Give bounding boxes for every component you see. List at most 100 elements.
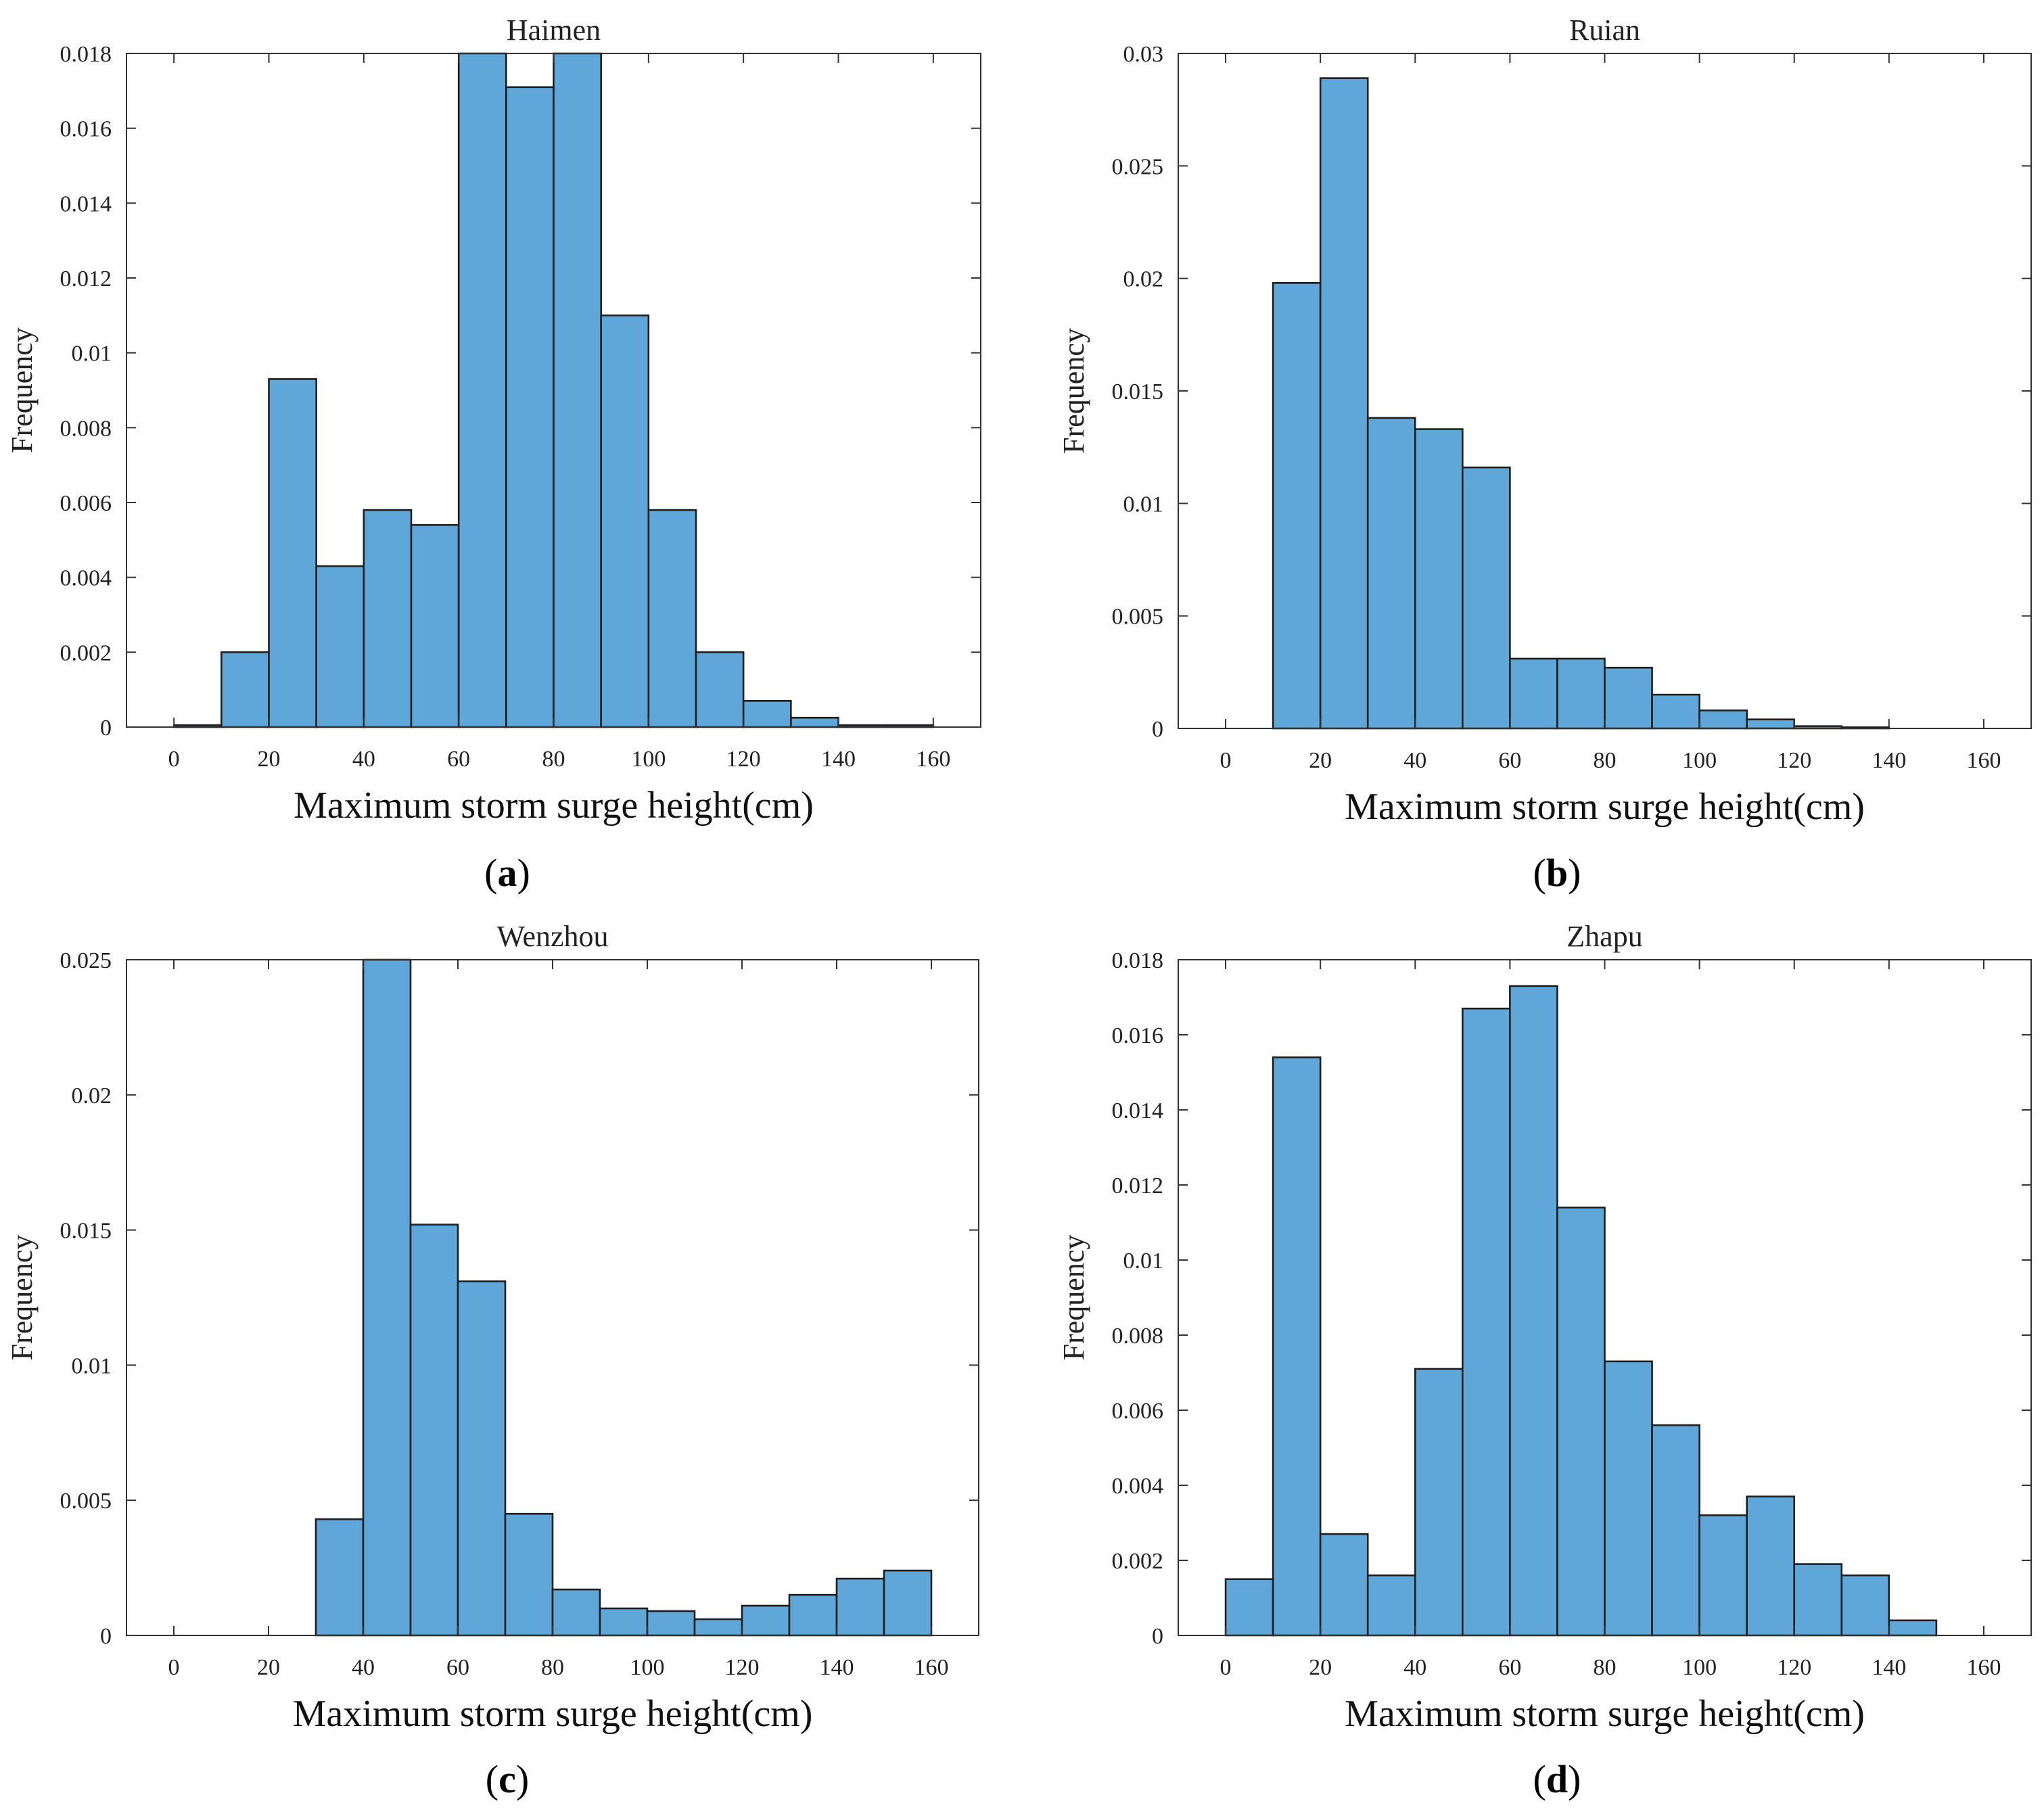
y-tick-label: 0.025 [60,948,112,973]
y-tick-label: 0.018 [60,42,112,67]
y-tick-label: 0.005 [1112,605,1164,630]
bar [1651,693,1700,730]
y-tick-label: 0.008 [60,416,112,441]
x-tick-label: 120 [1777,1655,1811,1680]
x-axis-label: Maximum storm surge height(cm) [293,1693,813,1735]
bar [1509,985,1558,1637]
y-tick-label: 0.01 [1123,1249,1164,1274]
y-tick-label: 0.006 [1112,1399,1164,1424]
x-tick-label: 20 [1309,1655,1332,1680]
y-tick-label: 0.01 [72,1353,112,1378]
bar [599,1607,649,1637]
y-tick-label: 0 [1152,717,1163,742]
bar [646,1610,696,1637]
x-tick-label: 20 [258,747,281,772]
panel-d-caption: (d) [1533,1757,1581,1801]
bar [1888,1619,1938,1637]
y-tick-label: 0.016 [60,117,112,142]
panel-d: (d) 0 20 40 60 80 100 120 140 160 0 0.002 0.004 0.00… [1057,920,2032,1801]
bar [1272,282,1322,730]
x-tick-label: 120 [726,747,761,772]
plot-1: 0 20 40 60 80 100 120 140 160 0 0.002 0.004 0.006 0.0… [5,14,981,826]
x-tick-label: 0 [168,747,180,772]
bar [788,1593,838,1637]
bar [505,86,555,728]
y-tick-label: 0.016 [1112,1023,1164,1048]
panel-a: (a) 0 20 40 60 80 100 120 140 160 0 0.002 0.004 0.00… [5,14,981,895]
y-tick-label: 0.006 [60,491,112,516]
y-tick-label: 0 [1152,1624,1163,1649]
chart-title: Haimen [507,14,601,47]
y-axis-label: Frequency [5,327,39,453]
x-tick-label: 120 [1777,748,1811,773]
bar [1319,1533,1369,1637]
x-tick-label: 100 [630,1655,665,1680]
panel-b: (b) 0 20 40 60 80 100 120 140 160 0 0.005 0.01 0.015… [1057,14,2032,895]
bar [1698,709,1748,730]
y-tick-label: 0.015 [1112,379,1164,404]
x-axis-label: Maximum storm surge height(cm) [1345,786,1865,828]
x-tick-label: 80 [1594,748,1617,773]
x-tick-label: 80 [1594,1655,1617,1680]
bar [1319,77,1369,730]
y-tick-label: 0.01 [72,342,112,367]
x-tick-label: 40 [1403,748,1426,773]
bar [1746,718,1796,730]
bar [410,523,460,728]
bar [1840,1574,1890,1637]
y-tick-label: 0.03 [1123,42,1164,67]
y-tick-label: 0.02 [1123,267,1164,292]
chart-title: Ruian [1569,14,1640,47]
bar [835,1577,885,1637]
x-tick-label: 40 [1403,1655,1426,1680]
x-tick-label: 100 [631,747,666,772]
chart-title: Wenzhou [496,920,608,953]
y-tick-label: 0.012 [1112,1173,1164,1198]
y-tick-label: 0.025 [1112,154,1164,179]
bar [1651,1424,1700,1637]
panel-a-caption: (a) [484,851,530,895]
x-tick-label: 140 [1872,1655,1906,1680]
y-axis-label: Frequency [5,1235,39,1361]
bar [1604,666,1653,730]
y-axis-label: Frequency [1057,328,1090,454]
x-tick-label: 100 [1682,748,1717,773]
y-tick-label: 0 [100,1624,112,1649]
x-tick-label: 20 [1309,748,1332,773]
y-tick-label: 0.02 [72,1084,112,1109]
y-tick-label: 0.002 [1112,1549,1164,1574]
x-tick-label: 160 [1966,748,2001,773]
bar [1509,657,1558,730]
bar [504,1512,554,1637]
x-tick-label: 140 [820,1655,854,1680]
chart-title: Zhapu [1566,920,1642,953]
y-tick-label: 0.004 [60,566,112,591]
plot-4: 0 20 40 60 80 100 120 140 160 0 0.002 0.004 0.006 0.0… [1057,920,2032,1735]
plot-2: 0 20 40 60 80 100 120 140 160 0 0.005 0.01 0.015 0.02… [1057,14,2032,828]
bar [1556,1207,1606,1637]
x-tick-label: 160 [1966,1655,2001,1680]
bar [315,1518,365,1637]
bar [1414,1368,1464,1637]
panel-c: (c) 0 20 40 60 80 100 120 140 160 0 0.005 0.01 0.015… [5,920,979,1801]
x-tick-label: 100 [1682,1655,1717,1680]
x-axis-label: Maximum storm surge height(cm) [294,785,814,826]
bar [457,52,507,728]
x-tick-label: 0 [1220,748,1232,773]
bar [695,651,745,728]
plot-3: 0 20 40 60 80 100 120 140 160 0 0.005 0.01 0.015 0.02… [5,920,979,1735]
y-tick-label: 0.004 [1112,1474,1164,1499]
bar [647,509,697,728]
y-tick-label: 0.014 [1112,1098,1164,1123]
bar [1698,1514,1748,1637]
bar [220,651,270,728]
panel-c-caption: (c) [486,1757,529,1801]
bar [693,1618,743,1637]
bar [1556,657,1606,730]
bar [362,958,412,1637]
x-tick-label: 20 [257,1655,280,1680]
bar [1793,1563,1843,1637]
x-tick-label: 160 [914,1655,949,1680]
bar [457,1280,507,1637]
